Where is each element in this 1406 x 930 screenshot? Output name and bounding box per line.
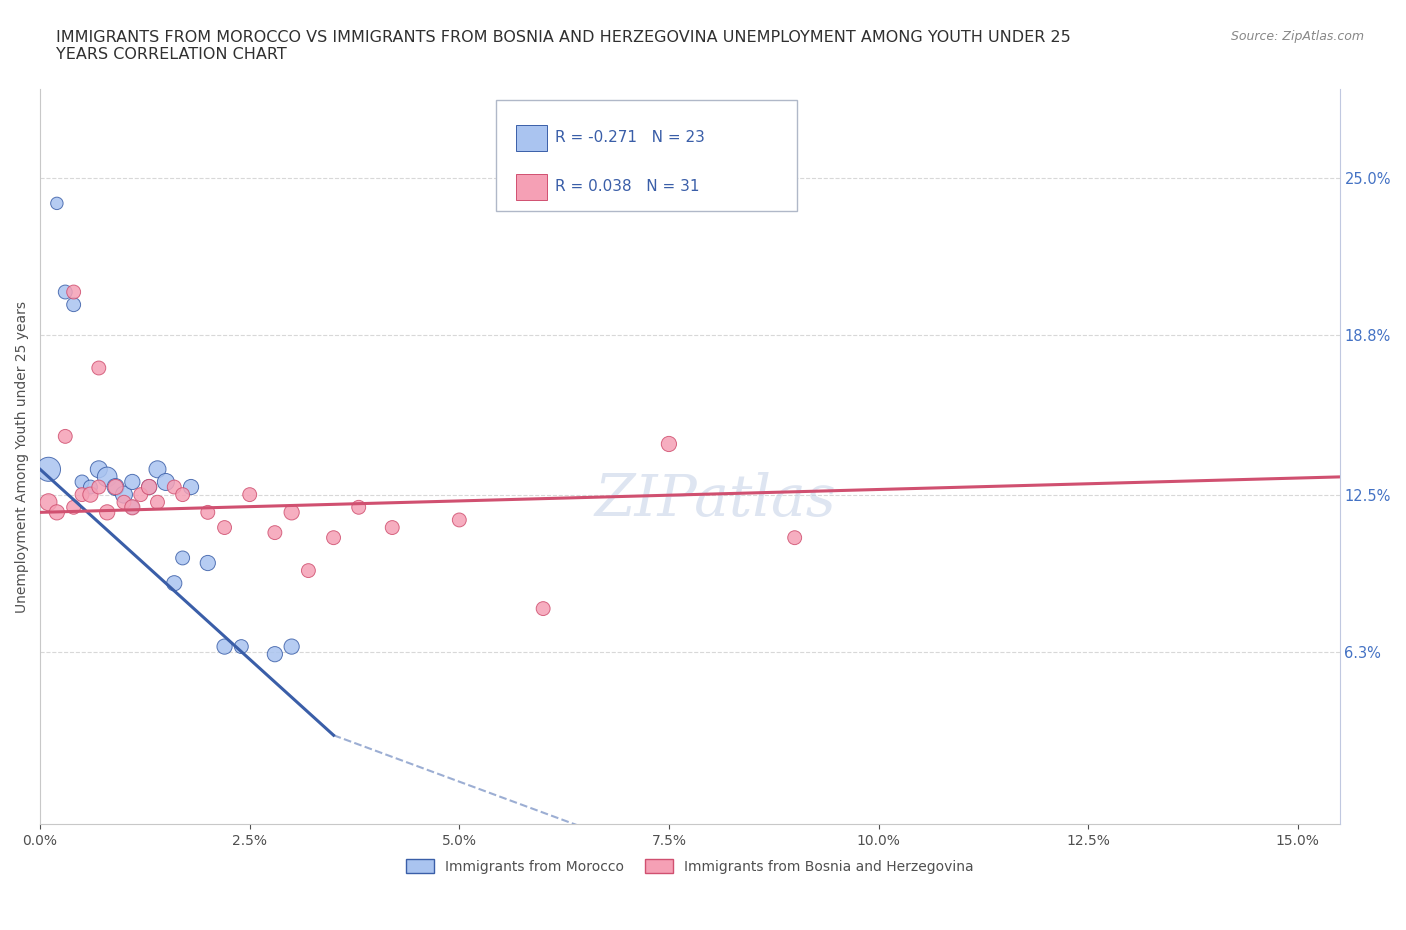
Text: ZIPatlas: ZIPatlas (595, 472, 837, 529)
Point (347, 499, 370, 514)
Point (53, 285, 76, 299)
Point (449, 512, 471, 527)
Point (104, 480, 127, 495)
Point (146, 495, 169, 510)
Point (87, 480, 110, 495)
Text: IMMIGRANTS FROM MOROCCO VS IMMIGRANTS FROM BOSNIA AND HERZEGOVINA UNEMPLOYMENT A: IMMIGRANTS FROM MOROCCO VS IMMIGRANTS FR… (56, 30, 1071, 62)
Point (531, 601, 554, 616)
Point (87, 361, 110, 376)
Point (138, 480, 160, 495)
Point (163, 576, 186, 591)
Point (45, 196, 67, 211)
Point (79, 480, 101, 495)
Point (172, 487, 194, 502)
Point (239, 487, 262, 502)
Point (146, 462, 169, 477)
Point (381, 520, 404, 535)
Point (180, 480, 202, 495)
Point (104, 480, 127, 495)
Point (163, 480, 186, 495)
Point (62, 285, 84, 299)
Point (79, 487, 101, 502)
Point (96, 470, 118, 485)
Text: R = 0.038   N = 31: R = 0.038 N = 31 (555, 179, 700, 194)
Text: Source: ZipAtlas.com: Source: ZipAtlas.com (1230, 30, 1364, 43)
Point (129, 487, 152, 502)
Point (783, 530, 806, 545)
Point (172, 551, 194, 565)
Point (87, 462, 110, 477)
Point (280, 639, 302, 654)
Point (112, 487, 135, 502)
Point (197, 555, 219, 570)
Point (112, 495, 135, 510)
Point (121, 499, 143, 514)
Point (138, 480, 160, 495)
Point (322, 530, 344, 545)
Point (121, 474, 143, 489)
Point (231, 639, 253, 654)
Y-axis label: Unemployment Among Youth under 25 years: Unemployment Among Youth under 25 years (15, 300, 30, 613)
Point (658, 436, 681, 451)
Point (155, 474, 177, 489)
Point (62, 499, 84, 514)
Point (37, 462, 59, 477)
Point (263, 646, 285, 661)
Point (70, 487, 93, 502)
Point (197, 505, 219, 520)
Point (214, 520, 236, 535)
Point (263, 525, 285, 540)
Point (297, 564, 319, 578)
Point (96, 505, 118, 520)
Point (70, 474, 93, 489)
Point (45, 505, 67, 520)
Point (37, 495, 59, 510)
Point (62, 298, 84, 312)
Legend: Immigrants from Morocco, Immigrants from Bosnia and Herzegovina: Immigrants from Morocco, Immigrants from… (401, 854, 979, 880)
Point (121, 499, 143, 514)
Point (280, 505, 302, 520)
Text: R = -0.271   N = 23: R = -0.271 N = 23 (555, 130, 706, 145)
Point (214, 639, 236, 654)
Point (53, 429, 76, 444)
